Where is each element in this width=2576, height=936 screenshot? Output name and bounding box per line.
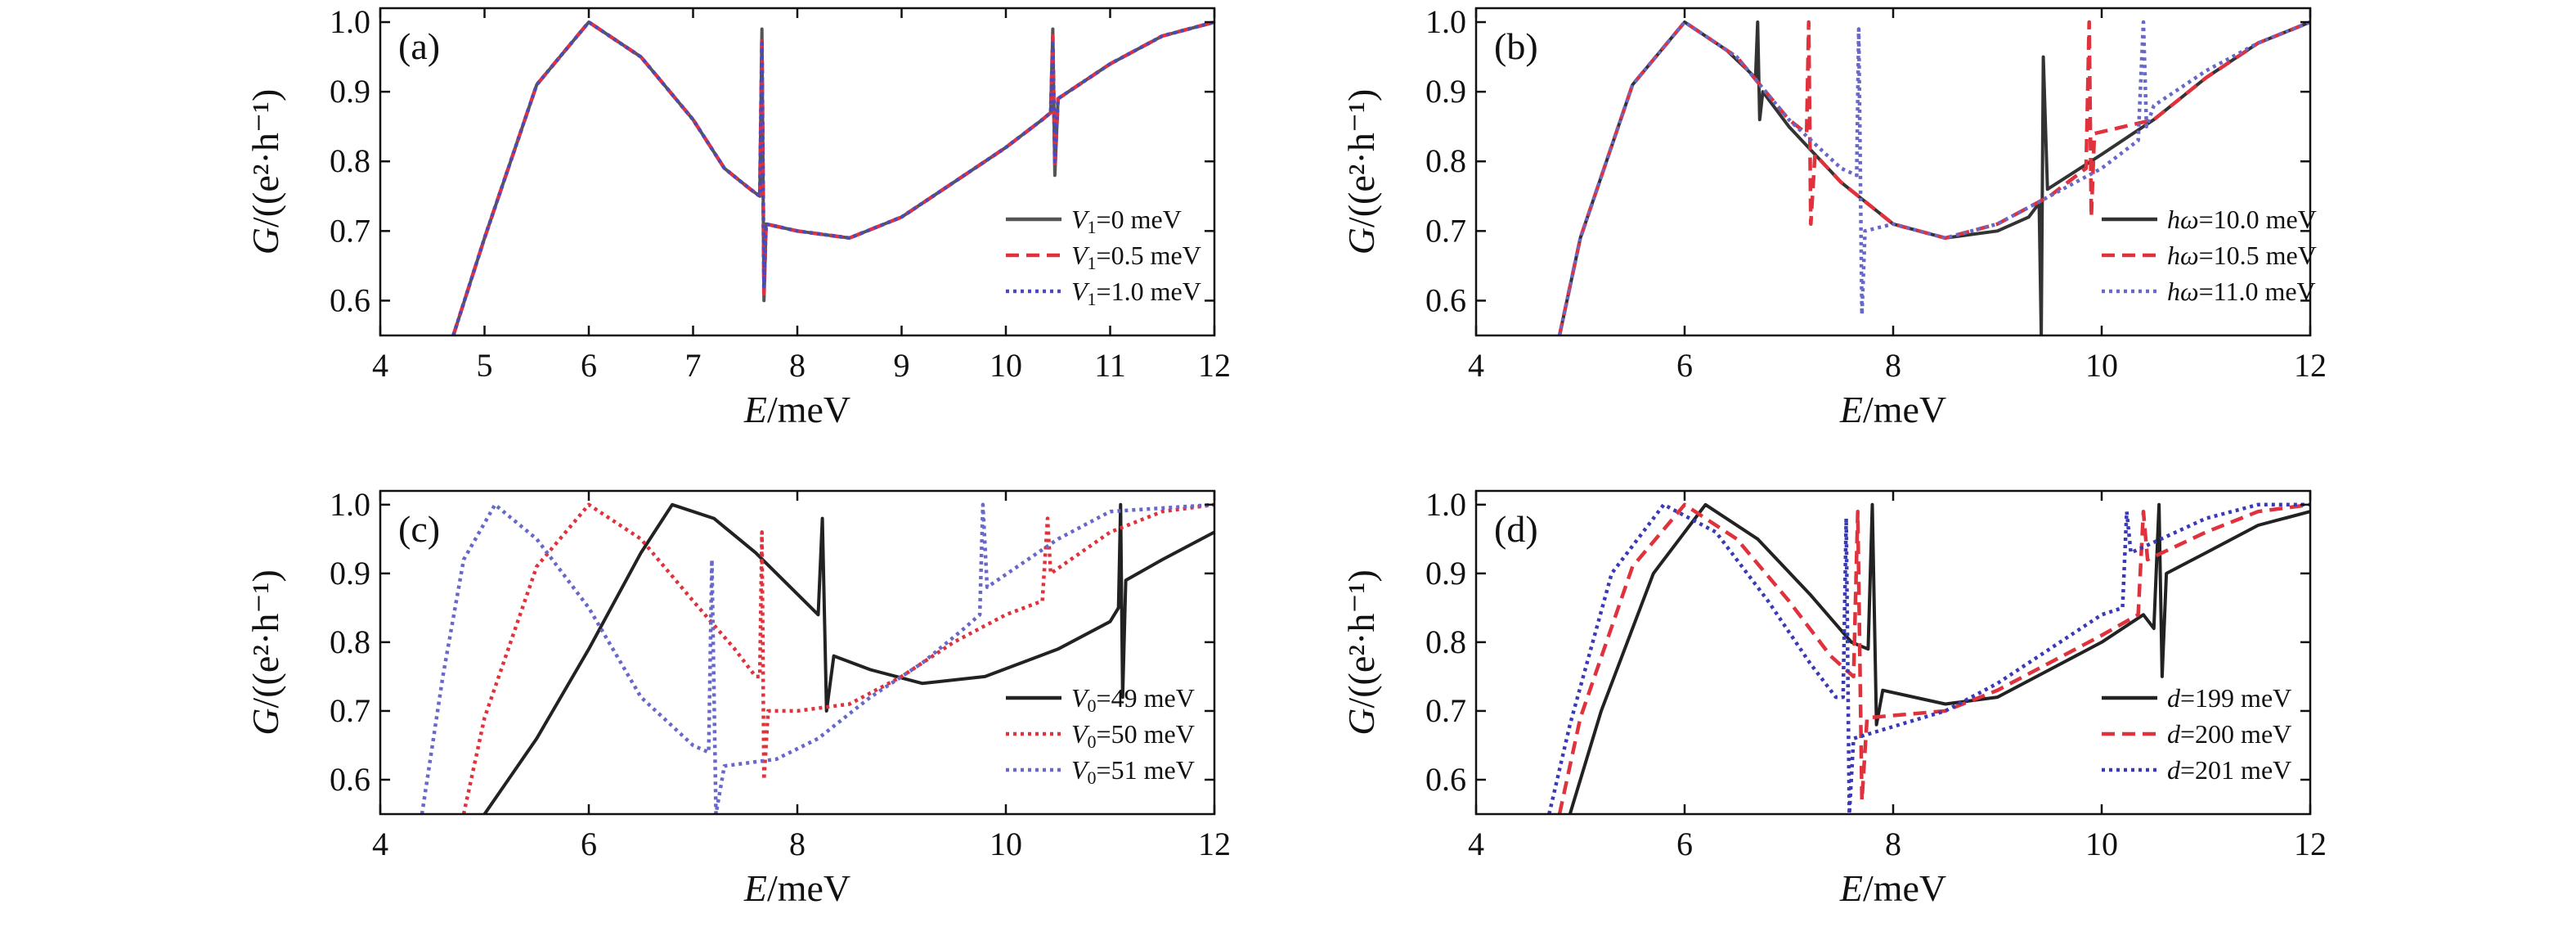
panel-label: (a): [398, 25, 440, 67]
series-line-3: [451, 20, 1214, 335]
chart-panel-b: 4 6 8 10 12 0.6 0.7 0.8 0.9 1.0 E/meV G/((e²·h⁻¹) (b…: [1340, 3, 2327, 430]
x-tick-label: 10: [2085, 826, 2118, 862]
y-tick-label: 0.9: [330, 555, 370, 592]
x-tick-label: 4: [1468, 826, 1484, 862]
y-tick-label: 0.8: [330, 142, 370, 179]
y-axis-label: G/((e²·h⁻¹): [1340, 89, 1382, 255]
legend-label-1: V0=49 meV: [1071, 683, 1195, 716]
x-tick-label: 8: [1885, 826, 1901, 862]
legend-label-2: V1=0.5 meV: [1071, 241, 1201, 273]
x-axis-label: E/meV: [743, 867, 850, 909]
series-line-1: [1568, 502, 2310, 814]
legend-label-3: hω=11.0 meV: [2167, 277, 2316, 306]
x-tick-label: 10: [990, 826, 1022, 862]
y-axis-label: G/((e²·h⁻¹): [245, 569, 286, 736]
panel-label: (d): [1494, 508, 1538, 550]
x-tick-label: 10: [990, 347, 1022, 384]
panel-label: (c): [398, 508, 440, 550]
legend-label-3: d=201 meV: [2167, 755, 2291, 785]
y-tick-label: 0.6: [1425, 281, 1466, 318]
x-tick-label: 11: [1094, 347, 1126, 384]
y-tick-label: 0.7: [1425, 212, 1466, 249]
x-tick-label: 9: [894, 347, 910, 384]
x-tick-label: 10: [2085, 347, 2118, 384]
plot-frame: [379, 489, 1216, 816]
y-tick-label: 1.0: [1425, 486, 1466, 523]
panel-label: (b): [1494, 25, 1538, 67]
y-tick-label: 0.8: [1425, 623, 1466, 660]
x-axis-label: E/meV: [1839, 389, 1946, 430]
series-line-1: [482, 502, 1214, 814]
y-tick-label: 0.9: [330, 73, 370, 110]
y-tick-label: 0.9: [1425, 73, 1466, 110]
x-tick-label: 7: [685, 347, 702, 384]
x-tick-label: 12: [1198, 347, 1231, 384]
chart-panel-c: 4 6 8 10 12 0.6 0.7 0.8 0.9 1.0 E/meV G/((e²·h⁻¹) (c…: [245, 486, 1231, 909]
x-tick-label: 6: [581, 826, 597, 862]
series-line-3: [1557, 20, 2310, 335]
series-line-2: [1557, 502, 2310, 814]
x-tick-label: 8: [1885, 347, 1901, 384]
y-tick-label: 0.7: [1425, 692, 1466, 729]
x-tick-label: 12: [2294, 347, 2327, 384]
y-tick-label: 1.0: [330, 3, 370, 40]
y-tick-label: 0.6: [330, 761, 370, 798]
legend-label-3: V1=1.0 meV: [1071, 277, 1201, 309]
x-tick-label: 8: [789, 347, 806, 384]
x-tick-label: 12: [2294, 826, 2327, 862]
y-tick-label: 0.7: [330, 692, 370, 729]
x-tick-label: 6: [581, 347, 597, 384]
legend-label-2: V0=50 meV: [1071, 719, 1195, 752]
x-tick-label: 4: [372, 347, 388, 384]
y-axis-label: G/((e²·h⁻¹): [245, 89, 286, 255]
legend-label-3: V0=51 meV: [1071, 755, 1195, 788]
y-tick-label: 0.6: [1425, 761, 1466, 798]
x-tick-label: 4: [1468, 347, 1484, 384]
x-tick-label: 4: [372, 826, 388, 862]
y-tick-label: 1.0: [330, 486, 370, 523]
x-tick-label: 6: [1676, 826, 1693, 862]
legend-label-1: d=199 meV: [2167, 683, 2291, 713]
y-tick-label: 0.8: [330, 623, 370, 660]
chart-panel-d: 4 6 8 10 12 0.6 0.7 0.8 0.9 1.0 E/meV G/((e²·h⁻¹) (d…: [1340, 486, 2327, 909]
x-tick-label: 5: [477, 347, 493, 384]
legend-label-2: hω=10.5 meV: [2167, 241, 2317, 270]
y-tick-label: 0.6: [330, 281, 370, 318]
x-tick-label: 12: [1198, 826, 1231, 862]
legend-label-2: d=200 meV: [2167, 719, 2291, 749]
x-tick-label: 6: [1676, 347, 1693, 384]
series-line-2: [461, 502, 1214, 814]
legend-label-1: V1=0 meV: [1071, 205, 1182, 237]
series-line-3: [420, 502, 1214, 814]
y-axis-label: G/((e²·h⁻¹): [1340, 569, 1382, 736]
y-tick-label: 0.9: [1425, 555, 1466, 592]
chart-panel-a: 4 5 6 7 8 9 10 11 12 0.6 0.7 0.8 0.9 1.0 E/meV G/((e²·h…: [245, 3, 1231, 430]
x-tick-label: 8: [789, 826, 806, 862]
y-tick-label: 0.7: [330, 212, 370, 249]
legend-label-1: hω=10.0 meV: [2167, 205, 2317, 234]
x-axis-label: E/meV: [743, 389, 850, 430]
y-tick-label: 1.0: [1425, 3, 1466, 40]
y-tick-label: 0.8: [1425, 142, 1466, 179]
x-axis-label: E/meV: [1839, 867, 1946, 909]
